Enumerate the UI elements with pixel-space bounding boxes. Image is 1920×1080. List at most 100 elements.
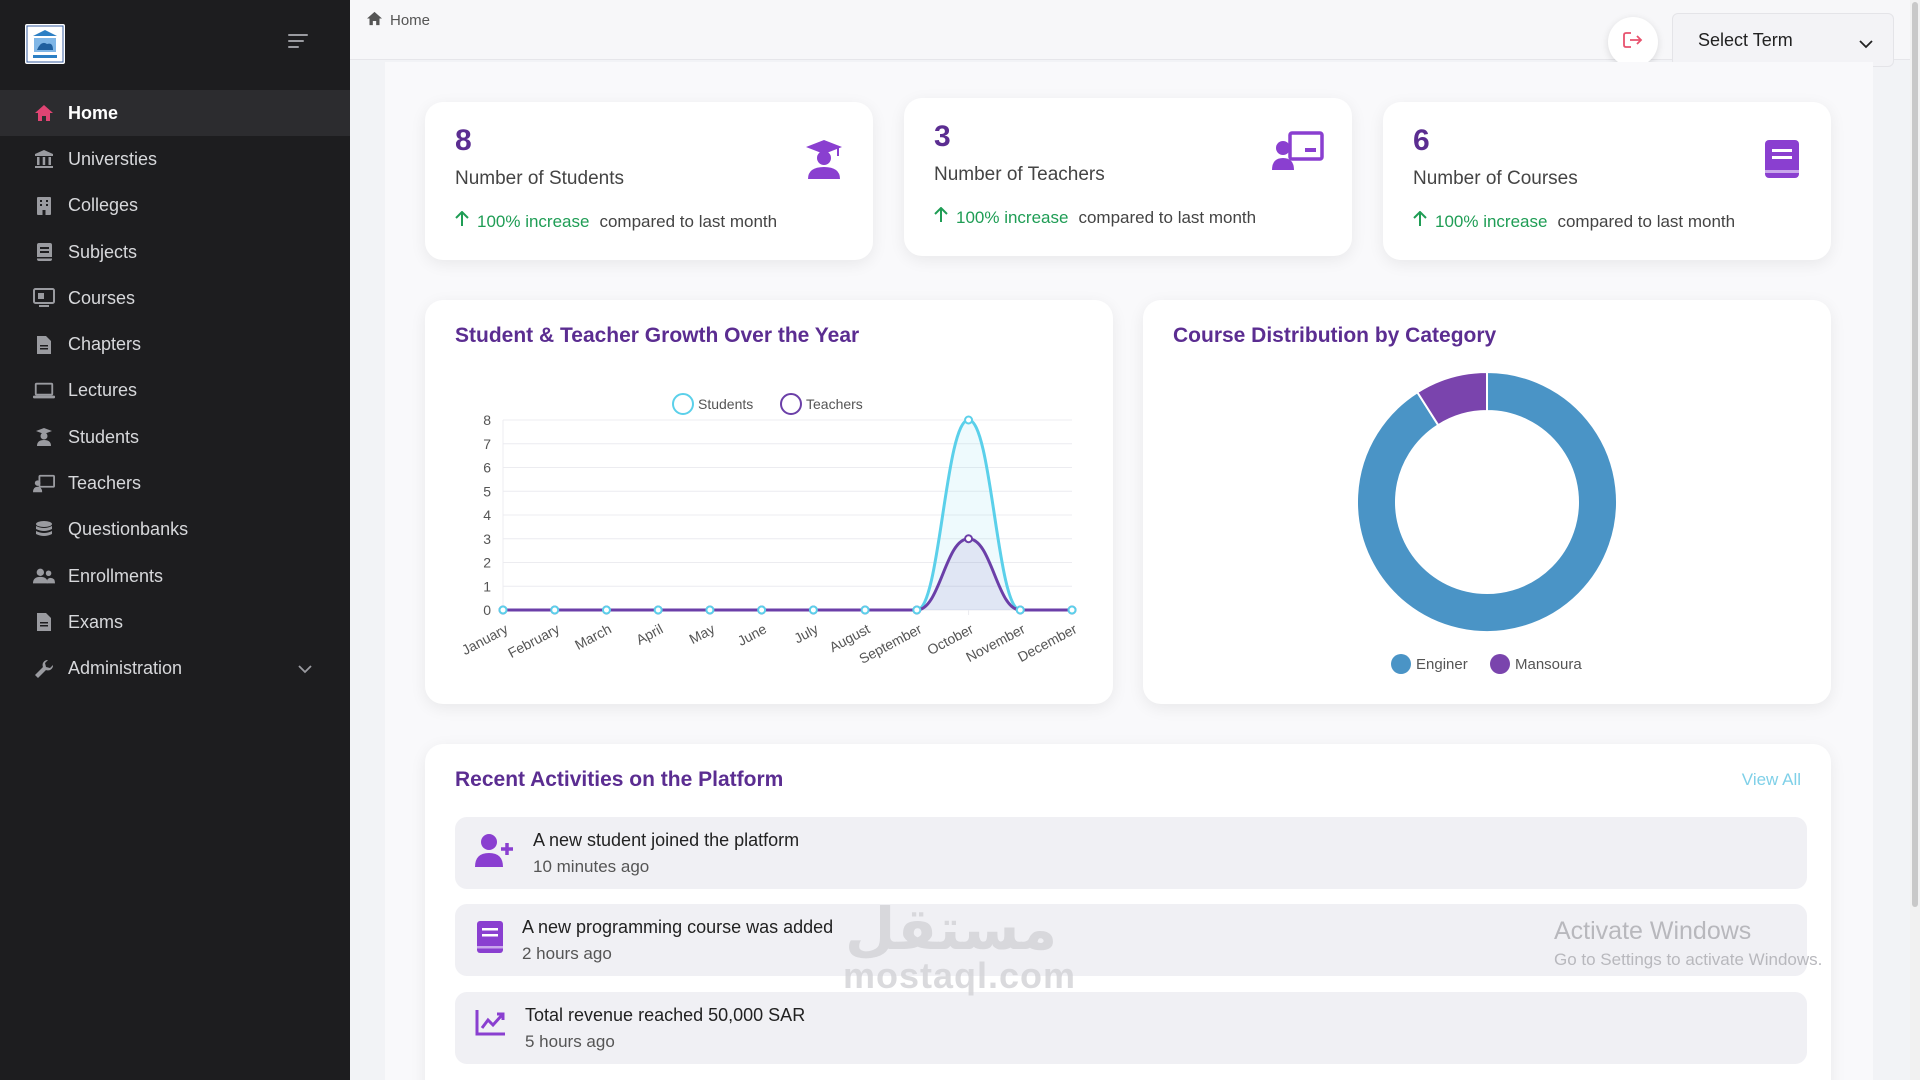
stat-increase: 100% increase	[1435, 211, 1548, 231]
sidebar-item-subjects[interactable]: Subjects	[0, 229, 350, 275]
sidebar-item-questionbanks[interactable]: Questionbanks	[0, 507, 350, 553]
building-icon	[33, 195, 55, 217]
data-point	[964, 415, 974, 425]
term-select[interactable]: Select Term	[1672, 13, 1894, 67]
sidebar-item-label: Exams	[68, 611, 124, 632]
chevron-down-icon	[1859, 33, 1873, 54]
student-icon	[33, 426, 55, 448]
sidebar-item-teachers[interactable]: Teachers	[0, 460, 350, 506]
sidebar-item-label: Teachers	[68, 473, 142, 494]
x-tick-label: April	[633, 621, 665, 648]
arrow-up-icon	[455, 210, 469, 232]
stat-card-courses: 6 Number of Courses 100% increase compar…	[1383, 102, 1831, 260]
menu-toggle-icon[interactable]	[288, 34, 310, 52]
stat-trend: 100% increase compared to last month	[455, 210, 778, 232]
activity-time: 2 hours ago	[522, 944, 612, 963]
data-point	[808, 605, 818, 615]
data-point	[964, 534, 974, 544]
activities-title: Recent Activities on the Platform	[455, 768, 784, 791]
activity-text: Total revenue reached 50,000 SAR	[525, 1005, 806, 1025]
graduate-icon	[803, 138, 845, 180]
book-icon	[33, 241, 55, 263]
data-point	[705, 605, 715, 615]
sidebar-item-universities[interactable]: Universties	[0, 136, 350, 182]
stat-value: 8	[455, 124, 472, 157]
series-area-students	[503, 420, 1072, 610]
home-icon	[33, 102, 55, 124]
app-logo[interactable]	[25, 24, 65, 64]
stat-value: 3	[934, 120, 951, 153]
sidebar-item-students[interactable]: Students	[0, 414, 350, 460]
home-icon[interactable]	[366, 11, 383, 30]
data-point	[1015, 605, 1025, 615]
scrollbar-thumb[interactable]	[1912, 2, 1918, 907]
breadcrumb-home[interactable]: Home	[390, 12, 431, 29]
x-tick-label: March	[572, 621, 614, 653]
legend-label: Teachers	[806, 396, 863, 412]
stat-trend: 100% increase compared to last month	[1413, 210, 1736, 232]
growth-chart-card: Student & Teacher Growth Over the Year 0…	[425, 300, 1113, 704]
sidebar-item-label: Enrollments	[68, 565, 164, 586]
sidebar-item-enrollments[interactable]: Enrollments	[0, 553, 350, 599]
file-icon	[33, 611, 55, 633]
legend-swatch	[1391, 654, 1411, 674]
legend-swatch	[780, 393, 802, 415]
sidebar: Home Universties Colleges Subjects Cours…	[0, 0, 350, 1080]
sidebar-item-courses[interactable]: Courses	[0, 275, 350, 321]
book-icon	[475, 920, 515, 960]
activity-text: A new programming course was added	[522, 917, 834, 937]
data-point	[653, 605, 663, 615]
logout-button[interactable]	[1608, 17, 1658, 67]
sidebar-item-label: Colleges	[68, 195, 139, 216]
university-icon	[33, 148, 55, 170]
legend-swatch	[1490, 654, 1510, 674]
breadcrumb: Home	[366, 11, 430, 30]
sidebar-item-label: Chapters	[68, 334, 142, 355]
activity-time: 5 hours ago	[525, 1032, 615, 1051]
laptop-icon	[33, 380, 55, 402]
page-scrollbar[interactable]	[1910, 0, 1920, 1080]
mostaql-watermark: mostaql.com	[843, 955, 1077, 996]
sidebar-item-chapters[interactable]: Chapters	[0, 321, 350, 367]
donut-slice-enginer	[1356, 370, 1618, 633]
mostaql-watermark-arabic: مستقل	[845, 897, 1058, 962]
sidebar-item-colleges[interactable]: Colleges	[0, 183, 350, 229]
stat-compare: compared to last month	[599, 211, 778, 231]
sidebar-item-label: Lectures	[68, 380, 138, 401]
chart-line-icon	[475, 1008, 515, 1048]
wrench-icon	[33, 658, 55, 680]
sidebar-item-lectures[interactable]: Lectures	[0, 368, 350, 414]
data-point	[601, 605, 611, 615]
activity-text: A new student joined the platform	[533, 830, 800, 850]
growth-chart-title: Student & Teacher Growth Over the Year	[455, 324, 860, 347]
stat-trend: 100% increase compared to last month	[934, 206, 1256, 228]
activate-windows-subtitle: Go to Settings to activate Windows.	[1554, 950, 1823, 969]
y-tick-label: 5	[483, 483, 491, 499]
user-plus-icon	[475, 833, 515, 873]
sidebar-item-exams[interactable]: Exams	[0, 599, 350, 645]
activity-item[interactable]: A new student joined the platform 10 min…	[455, 817, 1807, 889]
x-tick-label: July	[791, 621, 821, 647]
arrow-up-icon	[934, 206, 948, 228]
activity-item[interactable]: Total revenue reached 50,000 SAR 5 hours…	[455, 992, 1807, 1064]
stat-value: 6	[1413, 124, 1430, 157]
sidebar-item-home[interactable]: Home	[0, 90, 350, 137]
x-tick-label: June	[735, 620, 770, 648]
distribution-chart-title: Course Distribution by Category	[1173, 324, 1497, 347]
series-area-teachers	[503, 538, 1072, 610]
sidebar-item-label: Subjects	[68, 241, 138, 262]
view-all-link[interactable]: View All	[1741, 770, 1801, 789]
donut-slice-mansoura	[1415, 370, 1488, 427]
sidebar-item-administration[interactable]: Administration	[0, 646, 350, 692]
chevron-down-icon[interactable]	[298, 658, 312, 679]
stat-compare: compared to last month	[1557, 211, 1736, 231]
x-tick-label: May	[686, 621, 717, 648]
activate-windows-title: Activate Windows	[1554, 917, 1752, 945]
main-content: 8 Number of Students 100% increase compa…	[385, 62, 1873, 1080]
database-icon	[33, 519, 55, 541]
activity-item[interactable]: A new programming course was added 2 hou…	[455, 904, 1807, 976]
file-icon	[33, 334, 55, 356]
top-bar: Home Select Term	[350, 0, 1920, 67]
y-tick-label: 6	[483, 460, 491, 476]
